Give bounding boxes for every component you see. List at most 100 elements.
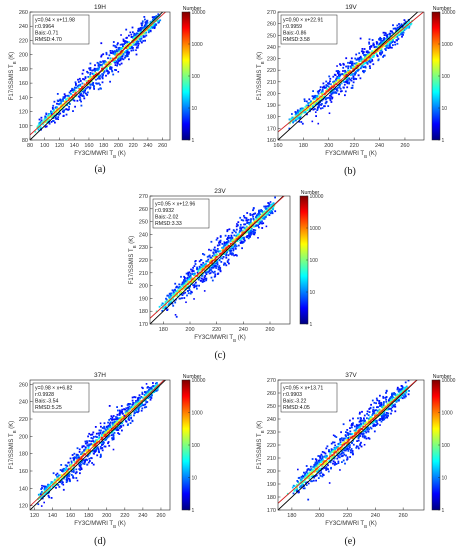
panel-label: (b): [344, 166, 356, 177]
y-tick-label: 270: [139, 194, 148, 200]
y-tick-label: 220: [19, 38, 28, 44]
x-tick-label: 240: [239, 327, 248, 333]
y-tick-label: 250: [139, 220, 148, 226]
x-tick-label: 180: [159, 327, 168, 333]
x-tick-label: 180: [299, 143, 308, 149]
y-tick-label: 260: [267, 22, 276, 28]
panel-19V: 160 180 200 220 240 260 160 170 180 190 200 210 220 2…: [257, 4, 456, 177]
panel-23V: 180 200 220 240 260 170 180 190 200 210 220 230 240 2…: [129, 188, 324, 361]
x-tick-label: 260: [400, 143, 409, 149]
y-tick-label: 220: [19, 417, 28, 423]
y-tick-label: 180: [267, 115, 276, 121]
y-tick-label: 260: [19, 10, 28, 16]
y-tick-label: 120: [19, 110, 28, 116]
fit-line: [30, 12, 167, 136]
colorbar-tick-label: 10: [310, 290, 316, 296]
x-tick-label: 200: [324, 143, 333, 149]
x-tick-label: 80: [27, 143, 33, 149]
x-tick-label: 120: [55, 143, 64, 149]
y-tick-label: 200: [267, 469, 276, 475]
colorbar-tick-label: 1: [310, 322, 313, 328]
colorbar-title: Number: [183, 6, 202, 12]
x-tick-label: 180: [287, 513, 296, 519]
colorbar-tick-label: 100: [442, 443, 451, 449]
stats-box: [152, 198, 210, 229]
y-tick-label: 270: [267, 378, 276, 384]
y-tick-label: 240: [267, 417, 276, 423]
x-tick-label: 140: [70, 143, 79, 149]
x-tick-label: 200: [114, 143, 123, 149]
fit-line: [30, 380, 165, 507]
stats-line: r:0.9932: [155, 208, 174, 214]
stats-line: Bais:-3.54: [35, 399, 58, 405]
x-tick-label: 140: [48, 513, 57, 519]
y-tick-label: 210: [267, 456, 276, 462]
colorbar-title: Number: [301, 190, 320, 196]
panel-title: 19V: [345, 4, 357, 11]
y-tick-label: 200: [139, 284, 148, 290]
stats-box: [32, 382, 90, 413]
y-tick-label: 170: [267, 126, 276, 132]
colorbar-title: Number: [183, 374, 202, 380]
panel-title: 37H: [94, 372, 106, 379]
stats-line: RMSD:5.25: [35, 405, 62, 411]
y-tick-label: 240: [19, 400, 28, 406]
colorbar-tick-label: 1: [442, 138, 445, 144]
x-tick-label: 260: [158, 143, 167, 149]
y-tick-label: 180: [139, 309, 148, 315]
y-tick-label: 260: [19, 382, 28, 388]
x-tick-label: 220: [343, 513, 352, 519]
y-tick-label: 240: [19, 24, 28, 30]
x-tick-label: 160: [273, 143, 282, 149]
y-tick-label: 170: [139, 322, 148, 328]
stats-line: y=0.98 × x+6.82: [35, 386, 72, 392]
stats-line: r:0.9928: [35, 392, 54, 398]
axes-frame: [277, 11, 425, 141]
x-tick-label: 200: [185, 327, 194, 333]
x-tick-label: 240: [375, 143, 384, 149]
colorbar-tick-label: 10000: [442, 378, 456, 384]
y-tick-label: 200: [267, 91, 276, 97]
y-tick-label: 160: [267, 138, 276, 144]
colorbar-tick-label: 10: [192, 106, 198, 112]
x-tick-label: 240: [371, 513, 380, 519]
colorbar-tick-label: 1000: [442, 42, 453, 48]
x-tick-label: 260: [399, 513, 408, 519]
panel-label: (e): [344, 536, 355, 547]
y-axis-label: F17/SSMIS TB (K): [9, 421, 17, 470]
density-scatter: [34, 13, 162, 133]
y-tick-label: 140: [19, 486, 28, 492]
y-tick-label: 240: [267, 45, 276, 51]
y-axis-label: F17/SSMIS TB (K): [129, 236, 137, 285]
x-tick-label: 260: [265, 327, 274, 333]
stats-box: [280, 382, 338, 413]
colorbar-tick-label: 1000: [310, 226, 321, 232]
y-tick-label: 120: [19, 504, 28, 510]
colorbar-tick-label: 10000: [192, 378, 206, 384]
y-tick-label: 160: [19, 469, 28, 475]
panel-37H: 120 140 160 180 200 220 240 260 120 140 160 180 200 2…: [9, 372, 206, 547]
colorbar-tick-label: 10: [442, 475, 448, 481]
fit-line: [150, 196, 285, 319]
y-tick-label: 140: [19, 95, 28, 101]
panel-title: 23V: [214, 188, 226, 195]
stats-box: [32, 14, 90, 45]
y-tick-label: 180: [19, 67, 28, 73]
colorbar-tick-label: 100: [442, 74, 451, 80]
y-tick-label: 270: [267, 10, 276, 16]
y-tick-label: 190: [267, 103, 276, 109]
y-tick-label: 100: [19, 124, 28, 130]
y-tick-label: 200: [19, 53, 28, 59]
y-tick-label: 230: [267, 430, 276, 436]
y-axis-label: F17/SSMIS TB (K): [9, 52, 17, 101]
y-tick-label: 180: [19, 452, 28, 458]
stats-line: r:0.9903: [283, 392, 302, 398]
colorbar-tick-label: 100: [310, 258, 319, 264]
colorbar-tick-label: 1000: [192, 410, 203, 416]
x-tick-label: 100: [40, 143, 49, 149]
x-tick-label: 200: [102, 513, 111, 519]
colorbar-tick-label: 1: [192, 508, 195, 514]
colorbar-tick-label: 100: [192, 74, 201, 80]
y-axis-label: F17/SSMIS TB (K): [257, 421, 265, 470]
